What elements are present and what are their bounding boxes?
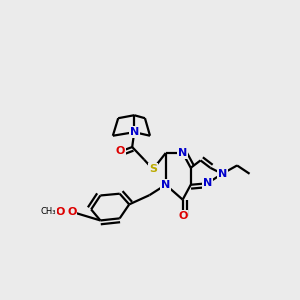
- Text: N: N: [178, 148, 187, 158]
- Text: O: O: [67, 207, 76, 217]
- Text: N: N: [218, 169, 227, 179]
- Text: N: N: [203, 178, 212, 188]
- Text: O: O: [55, 207, 64, 217]
- Text: CH₃: CH₃: [41, 207, 56, 216]
- Text: O: O: [178, 211, 188, 221]
- Text: S: S: [149, 164, 157, 174]
- Text: N: N: [130, 127, 139, 137]
- Text: N: N: [161, 180, 170, 190]
- Text: O: O: [116, 146, 125, 157]
